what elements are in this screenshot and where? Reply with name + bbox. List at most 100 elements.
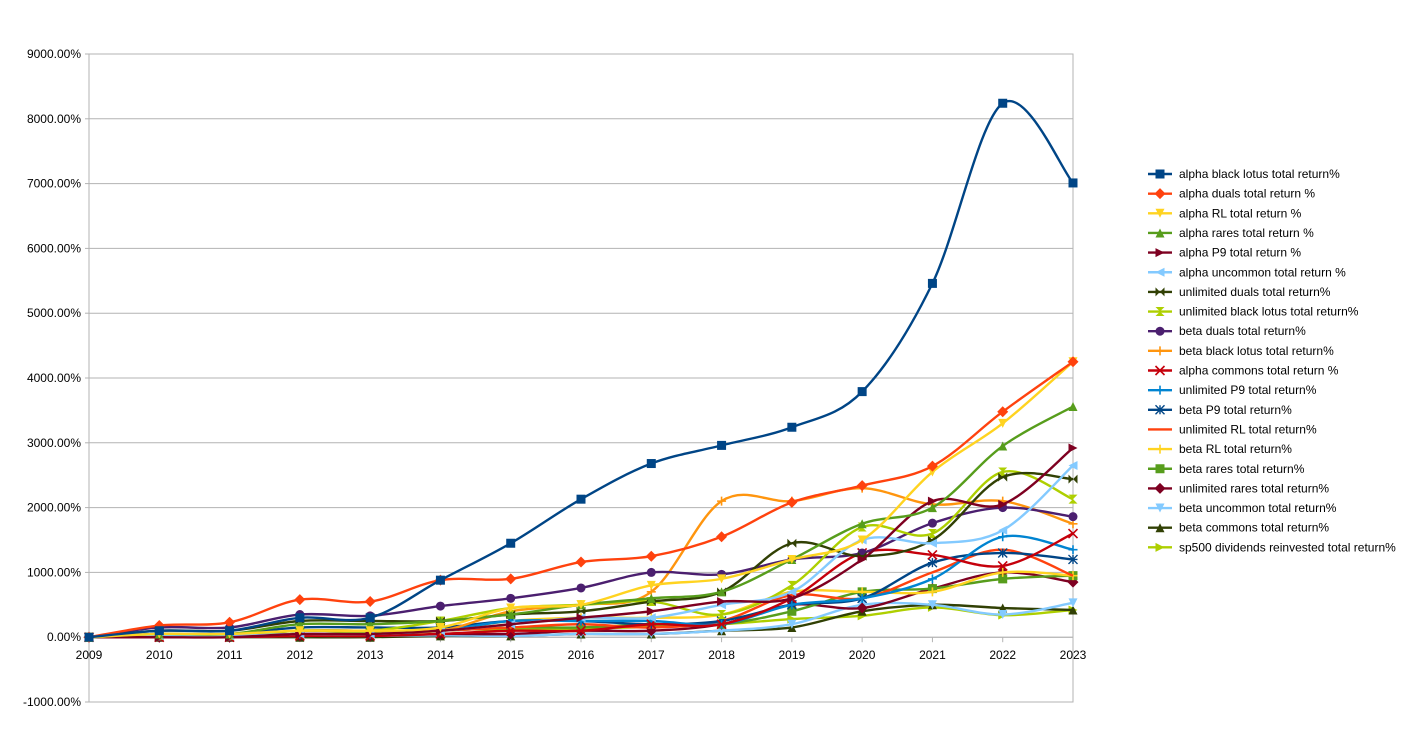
data-point — [927, 496, 937, 506]
legend-marker — [1155, 248, 1165, 258]
x-tick-label: 2010 — [146, 648, 173, 662]
data-point — [998, 441, 1008, 451]
data-point — [927, 600, 937, 610]
data-point — [998, 467, 1008, 477]
x-tick-label: 2013 — [357, 648, 384, 662]
legend-label: alpha uncommon total return % — [1179, 265, 1346, 279]
y-tick-label: 2000.00% — [27, 501, 81, 515]
legend-label: alpha duals total return % — [1179, 187, 1315, 201]
data-point — [576, 613, 586, 623]
data-point — [506, 603, 516, 613]
legend-label: beta duals total return% — [1179, 324, 1306, 338]
y-tick-label: 1000.00% — [27, 565, 81, 579]
data-point — [787, 538, 797, 548]
data-point — [717, 574, 727, 584]
data-point — [998, 499, 1008, 509]
legend-label: beta uncommon total return% — [1179, 501, 1337, 515]
data-point — [927, 538, 937, 548]
y-tick-label: 0.00% — [47, 630, 81, 644]
y-tick-label: 4000.00% — [27, 371, 81, 385]
y-tick-label: 9000.00% — [27, 47, 81, 61]
x-tick-label: 2009 — [76, 648, 103, 662]
data-point — [927, 518, 937, 528]
data-point — [716, 619, 727, 630]
data-point — [787, 606, 797, 616]
legend-label: unlimited duals total return% — [1179, 285, 1331, 299]
series-lines — [83, 98, 1079, 643]
data-point — [646, 606, 656, 616]
legend-entry: beta duals total return% — [1148, 324, 1306, 338]
x-tick-label: 2021 — [919, 648, 946, 662]
data-point — [295, 626, 305, 636]
data-point — [646, 593, 656, 603]
data-point — [857, 519, 867, 529]
legend-entry: alpha duals total return % — [1148, 187, 1315, 201]
data-point — [787, 580, 797, 590]
legend-marker — [1155, 307, 1165, 317]
data-point — [787, 600, 797, 610]
legend-label: alpha rares total return % — [1179, 226, 1314, 240]
data-point — [1068, 460, 1078, 470]
y-tick-label: 6000.00% — [27, 241, 81, 255]
data-point — [154, 626, 164, 636]
legend-entry: alpha P9 total return % — [1148, 246, 1301, 260]
data-point — [645, 550, 657, 562]
data-point — [717, 597, 727, 607]
data-point — [717, 610, 727, 620]
legend-marker — [1155, 464, 1165, 474]
data-point — [84, 632, 94, 642]
data-point — [506, 619, 516, 629]
data-point — [998, 567, 1008, 577]
data-point — [1068, 545, 1078, 555]
legend-marker — [1155, 208, 1165, 218]
x-tick-label: 2022 — [989, 648, 1016, 662]
data-point — [646, 580, 656, 590]
data-point — [857, 593, 867, 603]
legend-marker — [1155, 326, 1165, 336]
x-tick-label: 2012 — [287, 648, 314, 662]
legend-marker — [1154, 482, 1166, 494]
legend-marker — [1155, 346, 1165, 356]
legend-marker — [1155, 503, 1165, 513]
data-point — [927, 557, 938, 568]
data-point — [506, 538, 516, 548]
legend-entry: beta RL total return% — [1148, 442, 1292, 456]
data-point — [857, 535, 867, 545]
x-tick-label: 2016 — [568, 648, 595, 662]
data-point — [435, 575, 445, 585]
data-point — [997, 560, 1008, 571]
x-tick-label: 2014 — [427, 648, 454, 662]
data-point — [998, 525, 1008, 535]
data-point — [576, 622, 586, 632]
x-tick-label: 2018 — [708, 648, 735, 662]
data-point — [1068, 598, 1078, 608]
data-point — [646, 459, 656, 469]
x-tick-label: 2011 — [217, 648, 243, 662]
data-point — [1068, 512, 1078, 522]
legend-entry: sp500 dividends reinvested total return% — [1148, 540, 1396, 554]
legend-label: beta P9 total return% — [1179, 403, 1292, 417]
data-point — [787, 593, 797, 603]
data-point — [998, 532, 1008, 542]
series-1 — [84, 98, 1078, 642]
legend-label: beta black lotus total return% — [1179, 344, 1334, 358]
legend-entry: unlimited duals total return% — [1148, 285, 1331, 299]
legend-label: beta RL total return% — [1179, 442, 1292, 456]
y-tick-label: 7000.00% — [27, 177, 81, 191]
legend-label: unlimited RL total return% — [1179, 422, 1317, 436]
legend-entry: beta uncommon total return% — [1148, 501, 1337, 515]
y-tick-label: -1000.00% — [23, 695, 81, 709]
legend-marker — [1155, 287, 1165, 297]
legend-label: beta commons total return% — [1179, 521, 1329, 535]
data-point — [1068, 474, 1078, 484]
data-point — [1068, 402, 1078, 412]
data-point — [927, 549, 938, 560]
legend-entry: alpha commons total return % — [1148, 364, 1339, 378]
data-point — [505, 573, 517, 585]
legend-marker — [1155, 228, 1165, 238]
data-point — [1068, 554, 1078, 565]
legend-marker — [1154, 365, 1166, 376]
data-point — [927, 503, 937, 513]
